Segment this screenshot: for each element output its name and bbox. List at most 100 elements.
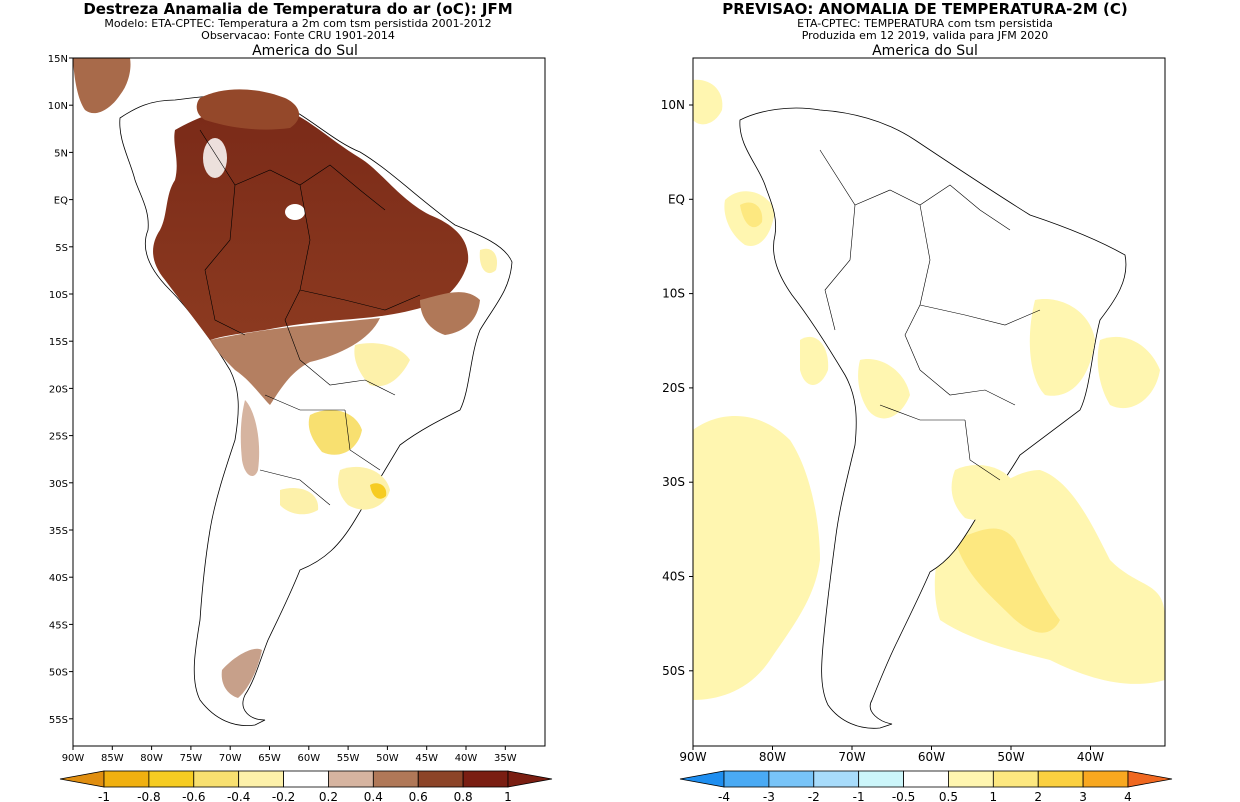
left-colorbar: -1 -0.8 -0.6 -0.4 -0.2 0.2 0.4 0.6 0.8 1 bbox=[59, 770, 553, 802]
right-anom-ne-atl bbox=[1097, 336, 1160, 409]
left-skill-low-patagonia bbox=[221, 648, 262, 698]
lon-tick-label: 80W bbox=[140, 753, 163, 764]
lon-tick-label: 50W bbox=[997, 750, 1024, 764]
left-panel: Destreza Anamalia de Temperatura do ar (… bbox=[48, 0, 553, 802]
left-lat-ticks: 15N 10N 5N EQ 5S 10S 15S 20S 25S 30S 35S 40S 45S 50S 5… bbox=[48, 54, 73, 726]
colorbar-box bbox=[148, 770, 195, 788]
colorbar-arrow-high bbox=[507, 770, 553, 788]
lat-tick-label: 10N bbox=[48, 101, 68, 112]
colorbar-label: 1 bbox=[990, 790, 998, 802]
colorbar-box bbox=[903, 770, 949, 788]
lon-tick-label: 35W bbox=[494, 753, 517, 764]
colorbar-box bbox=[103, 770, 150, 788]
lon-tick-label: 75W bbox=[180, 753, 203, 764]
lon-tick-label: 40W bbox=[1077, 750, 1104, 764]
left-skill-neg-6 bbox=[479, 248, 498, 274]
colorbar-label: 0.2 bbox=[319, 790, 338, 802]
lon-tick-label: 60W bbox=[297, 753, 320, 764]
right-anom-equatorial-core bbox=[740, 202, 763, 228]
left-skill-neg-4 bbox=[370, 483, 387, 499]
right-map-area bbox=[693, 79, 1165, 729]
right-anom-atlantic bbox=[934, 470, 1165, 684]
colorbar-box bbox=[238, 770, 284, 788]
lat-tick-label: 10N bbox=[661, 98, 685, 112]
right-anom-pacific bbox=[693, 416, 820, 700]
lat-tick-label: 40S bbox=[662, 570, 685, 584]
colorbar-label: -0.6 bbox=[182, 790, 205, 802]
right-title: PREVISAO: ANOMALIA DE TEMPERATURA-2M (C) bbox=[722, 0, 1127, 18]
right-anom-atlantic-core bbox=[955, 528, 1060, 633]
left-skill-central-america bbox=[73, 58, 131, 114]
right-lon-ticks: 90W 80W 70W 60W 50W 40W bbox=[679, 746, 1104, 764]
left-title: Destreza Anamalia de Temperatura do ar (… bbox=[83, 0, 512, 18]
left-skill-hole-2 bbox=[203, 138, 227, 178]
colorbar-box bbox=[417, 770, 464, 788]
right-continent bbox=[739, 107, 1127, 729]
left-skill-neg-1 bbox=[354, 343, 410, 387]
colorbar-label: -4 bbox=[718, 790, 730, 802]
colorbar-label: -1 bbox=[98, 790, 110, 802]
lat-tick-label: 40S bbox=[49, 573, 68, 584]
colorbar-label: 1 bbox=[504, 790, 512, 802]
right-colorbar: -4 -3 -2 -1 -0.5 0.5 1 2 3 4 bbox=[679, 770, 1173, 802]
lat-tick-label: 10S bbox=[49, 290, 68, 301]
lat-tick-label: 20S bbox=[49, 384, 68, 395]
lat-tick-label: EQ bbox=[54, 196, 68, 207]
colorbar-label: -0.2 bbox=[272, 790, 295, 802]
colorbar-box bbox=[1082, 770, 1129, 788]
colorbar-label: 0.4 bbox=[364, 790, 383, 802]
lon-tick-label: 65W bbox=[258, 753, 281, 764]
lat-tick-label: 15S bbox=[49, 337, 68, 348]
lon-tick-label: 90W bbox=[62, 753, 85, 764]
lat-tick-label: 30S bbox=[49, 479, 68, 490]
left-skill-hole-1 bbox=[285, 204, 305, 220]
right-lat-ticks: 10N EQ 10S 20S 30S 40S 50S bbox=[661, 98, 693, 678]
left-skill-high bbox=[153, 105, 469, 340]
colorbar-box bbox=[372, 770, 419, 788]
right-subtitle-1: ETA-CPTEC: TEMPERATURA com tsm persistid… bbox=[797, 17, 1053, 30]
lat-tick-label: 55S bbox=[49, 715, 68, 726]
lon-tick-label: 70W bbox=[838, 750, 865, 764]
colorbar-box bbox=[813, 770, 860, 788]
colorbar-box bbox=[462, 770, 509, 788]
colorbar-arrow-low bbox=[59, 770, 105, 788]
colorbar-arrow-high bbox=[1127, 770, 1173, 788]
lat-tick-label: EQ bbox=[668, 192, 685, 206]
right-panel: PREVISAO: ANOMALIA DE TEMPERATURA-2M (C)… bbox=[661, 0, 1173, 802]
colorbar-box bbox=[948, 770, 994, 788]
right-anom-north bbox=[693, 79, 723, 125]
colorbar-label: -0.8 bbox=[137, 790, 160, 802]
colorbar-label: -0.4 bbox=[227, 790, 250, 802]
right-subtitle-2: Produzida em 12 2019, valida para JFM 20… bbox=[802, 29, 1049, 42]
colorbar-box bbox=[768, 770, 815, 788]
lon-tick-label: 80W bbox=[759, 750, 786, 764]
colorbar-label: -3 bbox=[763, 790, 775, 802]
lat-tick-label: 25S bbox=[49, 432, 68, 443]
left-map-area bbox=[73, 58, 513, 726]
lon-tick-label: 70W bbox=[219, 753, 242, 764]
lat-tick-label: 5N bbox=[54, 148, 68, 159]
colorbar-box bbox=[858, 770, 904, 788]
lat-tick-label: 5S bbox=[55, 243, 68, 254]
colorbar-label: 4 bbox=[1124, 790, 1132, 802]
lat-tick-label: 50S bbox=[49, 668, 68, 679]
right-anom-land-south bbox=[951, 465, 1015, 520]
left-region-label: America do Sul bbox=[252, 43, 358, 59]
lon-tick-label: 60W bbox=[918, 750, 945, 764]
left-skill-neg-3 bbox=[338, 466, 390, 510]
left-skill-ne bbox=[420, 292, 480, 335]
colorbar-box bbox=[1037, 770, 1084, 788]
colorbar-box bbox=[283, 770, 329, 788]
left-skill-neg-5 bbox=[280, 488, 319, 515]
right-map-border bbox=[692, 57, 1166, 747]
right-anom-pac-central bbox=[800, 336, 829, 385]
colorbar-box bbox=[193, 770, 240, 788]
lon-tick-label: 50W bbox=[376, 753, 399, 764]
left-borders bbox=[199, 129, 421, 506]
lat-tick-label: 10S bbox=[662, 287, 685, 301]
left-subtitle-1: Modelo: ETA-CPTEC: Temperatura a 2m com … bbox=[104, 17, 491, 30]
colorbar-label: 3 bbox=[1079, 790, 1087, 802]
left-skill-low-andes bbox=[240, 400, 260, 476]
right-borders bbox=[819, 149, 1041, 481]
colorbar-label: -2 bbox=[808, 790, 820, 802]
